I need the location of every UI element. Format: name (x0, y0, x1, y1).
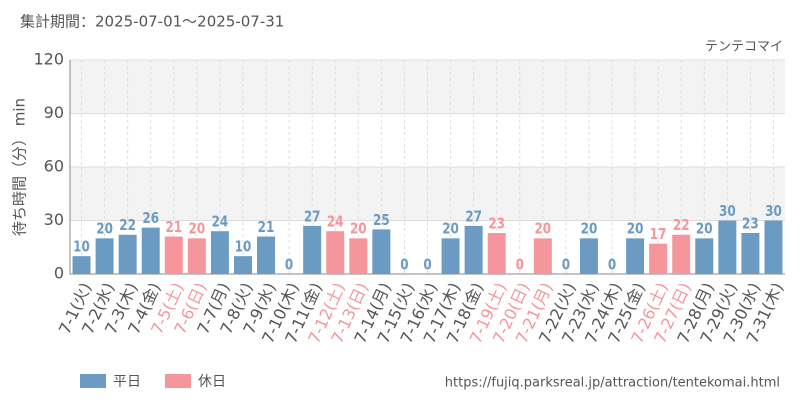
bar (372, 229, 391, 274)
bar (349, 238, 368, 274)
y-tick-label: 90 (44, 103, 64, 122)
data-label: 21 (165, 219, 182, 237)
bar (210, 231, 229, 274)
data-label: 20 (627, 220, 644, 238)
legend-label: 平日 (113, 374, 141, 390)
bar (95, 238, 114, 274)
bar (626, 238, 645, 274)
data-label: 10 (73, 238, 90, 256)
data-label: 20 (96, 220, 113, 238)
chart-subtitle: テンテコマイ (705, 40, 783, 55)
bar (303, 225, 322, 274)
data-label: 20 (696, 220, 713, 238)
bar (533, 238, 552, 274)
data-label: 0 (423, 256, 431, 274)
legend-label: 休日 (198, 374, 226, 390)
bar (164, 236, 183, 274)
bar (649, 243, 668, 274)
data-label: 20 (581, 220, 598, 238)
y-axis-label: 待ち時間（分） min (11, 98, 29, 236)
bar (118, 234, 137, 274)
data-label: 20 (442, 220, 459, 238)
data-label: 0 (400, 256, 408, 274)
data-label: 21 (258, 219, 275, 237)
bar (487, 232, 506, 274)
y-tick-label: 60 (44, 157, 64, 176)
bar (187, 238, 206, 274)
y-tick-label: 120 (33, 50, 64, 69)
data-label: 20 (189, 220, 206, 238)
bar (695, 238, 714, 274)
data-label: 30 (719, 203, 736, 221)
bar (72, 256, 91, 274)
data-label: 0 (608, 256, 616, 274)
bar (764, 220, 783, 274)
data-label: 27 (465, 208, 482, 226)
bar (464, 225, 483, 274)
data-label: 27 (304, 208, 321, 226)
data-label: 24 (327, 213, 344, 231)
data-label: 17 (650, 226, 667, 244)
data-label: 30 (765, 203, 782, 221)
y-tick-label: 30 (44, 210, 64, 229)
data-label: 24 (212, 213, 229, 231)
bar (579, 238, 598, 274)
data-label: 22 (119, 217, 136, 235)
data-label: 0 (516, 256, 524, 274)
data-label: 0 (562, 256, 570, 274)
legend-swatch (80, 374, 106, 388)
bar (672, 234, 691, 274)
source-url: https://fujiq.parksreal.jp/attraction/te… (445, 376, 780, 391)
bar (257, 236, 276, 274)
data-label: 23 (488, 215, 505, 233)
legend-swatch (165, 374, 191, 388)
data-label: 20 (350, 220, 367, 238)
data-label: 22 (673, 217, 690, 235)
bar (441, 238, 460, 274)
data-label: 20 (534, 220, 551, 238)
bar (718, 220, 737, 274)
bar (141, 227, 160, 274)
chart-title: 集計期間：2025-07-01～2025-07-31 (20, 13, 284, 31)
y-tick-label: 0 (54, 264, 64, 283)
bar (233, 256, 252, 274)
data-label: 10 (235, 238, 252, 256)
data-label: 26 (142, 210, 159, 228)
data-label: 23 (742, 215, 759, 233)
bar (326, 231, 345, 274)
bar (741, 232, 760, 274)
data-label: 25 (373, 212, 390, 230)
data-label: 0 (285, 256, 293, 274)
